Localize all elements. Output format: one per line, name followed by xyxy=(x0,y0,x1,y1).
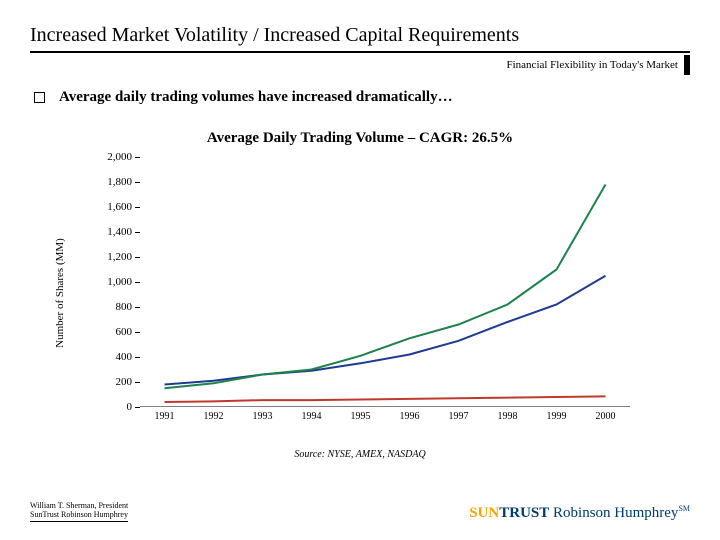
x-tick-label: 1993 xyxy=(253,411,273,422)
x-tick-label: 1994 xyxy=(302,411,322,422)
x-tick-label: 1998 xyxy=(498,411,518,422)
y-tick-mark xyxy=(135,332,140,333)
line-chart: Number of Shares (MM) 02004006008001,000… xyxy=(80,153,640,433)
y-tick-label: 1,600 xyxy=(88,201,132,213)
logo-trust: TRUST xyxy=(499,505,549,521)
logo-rest: Robinson Humphrey xyxy=(549,505,678,521)
x-tick-label: 1999 xyxy=(547,411,567,422)
footer-org: SunTrust Robinson Humphrey xyxy=(30,510,128,520)
footer-author: William T. Sherman, President SunTrust R… xyxy=(30,501,128,522)
y-tick-label: 0 xyxy=(88,401,132,413)
y-tick-mark xyxy=(135,232,140,233)
y-tick-mark xyxy=(135,207,140,208)
y-tick-label: 800 xyxy=(88,301,132,313)
y-tick-label: 200 xyxy=(88,376,132,388)
x-tick-label: 1992 xyxy=(204,411,224,422)
x-tick-label: 1997 xyxy=(449,411,469,422)
y-tick-mark xyxy=(135,257,140,258)
series-amex xyxy=(165,396,606,402)
bullet-text: Average daily trading volumes have incre… xyxy=(59,89,453,106)
y-tick-label: 1,800 xyxy=(88,176,132,188)
series-nyse xyxy=(165,276,606,385)
y-tick-mark xyxy=(135,407,140,408)
suntrust-logo: SUNTRUST Robinson HumphreySM xyxy=(469,504,690,522)
x-tick-label: 1995 xyxy=(351,411,371,422)
x-tick-label: 2000 xyxy=(596,411,616,422)
footer-name: William T. Sherman, President xyxy=(30,501,128,511)
y-tick-label: 1,200 xyxy=(88,251,132,263)
y-tick-mark xyxy=(135,282,140,283)
page-title: Increased Market Volatility / Increased … xyxy=(30,24,690,53)
bullet-row: Average daily trading volumes have incre… xyxy=(34,89,690,106)
series-nasdaq xyxy=(165,185,606,389)
y-tick-label: 400 xyxy=(88,351,132,363)
y-tick-label: 600 xyxy=(88,326,132,338)
x-tick-label: 1991 xyxy=(155,411,175,422)
y-tick-mark xyxy=(135,382,140,383)
subtitle-text: Financial Flexibility in Today's Market xyxy=(507,59,679,71)
accent-bar xyxy=(684,55,690,75)
plot-area xyxy=(140,157,630,407)
y-axis-label: Number of Shares (MM) xyxy=(54,238,66,348)
footer: William T. Sherman, President SunTrust R… xyxy=(30,501,690,522)
y-tick-label: 2,000 xyxy=(88,151,132,163)
source-note: Source: NYSE, AMEX, NASDAQ xyxy=(30,449,690,460)
y-tick-mark xyxy=(135,357,140,358)
y-tick-mark xyxy=(135,307,140,308)
subtitle-row: Financial Flexibility in Today's Market xyxy=(30,55,690,75)
y-tick-mark xyxy=(135,157,140,158)
chart-title: Average Daily Trading Volume – CAGR: 26.… xyxy=(30,130,690,147)
logo-sm: SM xyxy=(678,504,690,513)
y-tick-mark xyxy=(135,182,140,183)
x-tick-label: 1996 xyxy=(400,411,420,422)
bullet-marker xyxy=(34,92,45,103)
logo-sun: SUN xyxy=(469,505,499,521)
y-tick-label: 1,400 xyxy=(88,226,132,238)
y-tick-label: 1,000 xyxy=(88,276,132,288)
